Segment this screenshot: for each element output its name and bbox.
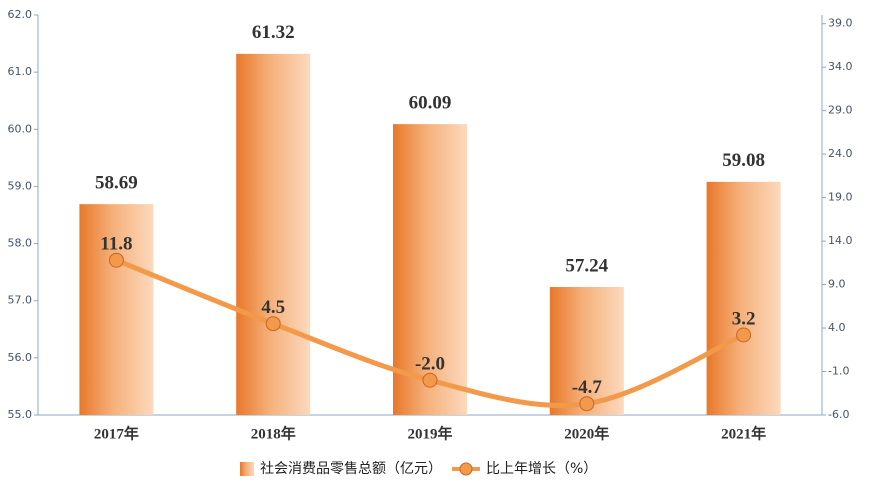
legend-label: 比上年增长（%） <box>486 461 597 477</box>
y2-tick-label: -1.0 <box>828 365 849 378</box>
legend-swatch <box>459 462 473 476</box>
y-tick-label: 59.0 <box>8 179 33 192</box>
x-tick-label: 2020年 <box>564 424 609 442</box>
line-marker <box>579 396 595 412</box>
x-tick-label: 2018年 <box>251 424 296 442</box>
bar <box>393 124 467 416</box>
legend-swatch <box>240 462 254 476</box>
bar-value-label: 61.32 <box>252 22 295 43</box>
line-value-label: -2.0 <box>415 354 445 375</box>
y2-tick-label: 39.0 <box>828 17 853 30</box>
y2-tick-label: 19.0 <box>828 191 853 204</box>
x-tick-label: 2019年 <box>407 424 452 442</box>
line-value-label: 3.2 <box>732 308 756 329</box>
y-tick-label: 61.0 <box>8 65 33 78</box>
y-tick-label: 57.0 <box>8 294 33 307</box>
x-tick-label: 2021年 <box>721 424 766 442</box>
y-tick-label: 55.0 <box>8 408 33 421</box>
line-marker <box>422 372 438 388</box>
line-value-label: -4.7 <box>572 377 603 398</box>
line-marker <box>736 327 752 343</box>
y2-tick-label: 9.0 <box>828 278 846 291</box>
y2-tick-label: 34.0 <box>828 60 853 73</box>
line-marker <box>108 252 124 268</box>
y2-tick-label: 24.0 <box>828 147 853 160</box>
bar-value-label: 57.24 <box>565 255 608 276</box>
y2-tick-label: 4.0 <box>828 321 846 334</box>
y-tick-label: 58.0 <box>8 237 33 250</box>
y2-tick-label: -6.0 <box>828 408 849 421</box>
bar-value-label: 60.09 <box>409 93 452 114</box>
bar <box>706 181 781 415</box>
y2-tick-label: 29.0 <box>828 104 853 117</box>
line-marker <box>265 316 281 332</box>
y-tick-label: 56.0 <box>8 351 33 364</box>
y-tick-label: 60.0 <box>8 122 33 135</box>
bar <box>236 53 311 415</box>
x-tick-label: 2017年 <box>94 424 139 442</box>
bar <box>79 204 154 415</box>
bar-value-label: 59.08 <box>722 150 765 171</box>
bar-value-label: 58.69 <box>95 173 138 194</box>
line-value-label: 4.5 <box>261 297 285 318</box>
line-value-label: 11.8 <box>100 234 132 255</box>
bar <box>549 287 624 415</box>
y2-tick-label: 14.0 <box>828 234 853 247</box>
y-tick-label: 62.0 <box>8 8 33 21</box>
legend-label: 社会消费品零售总额（亿元） <box>260 461 442 477</box>
